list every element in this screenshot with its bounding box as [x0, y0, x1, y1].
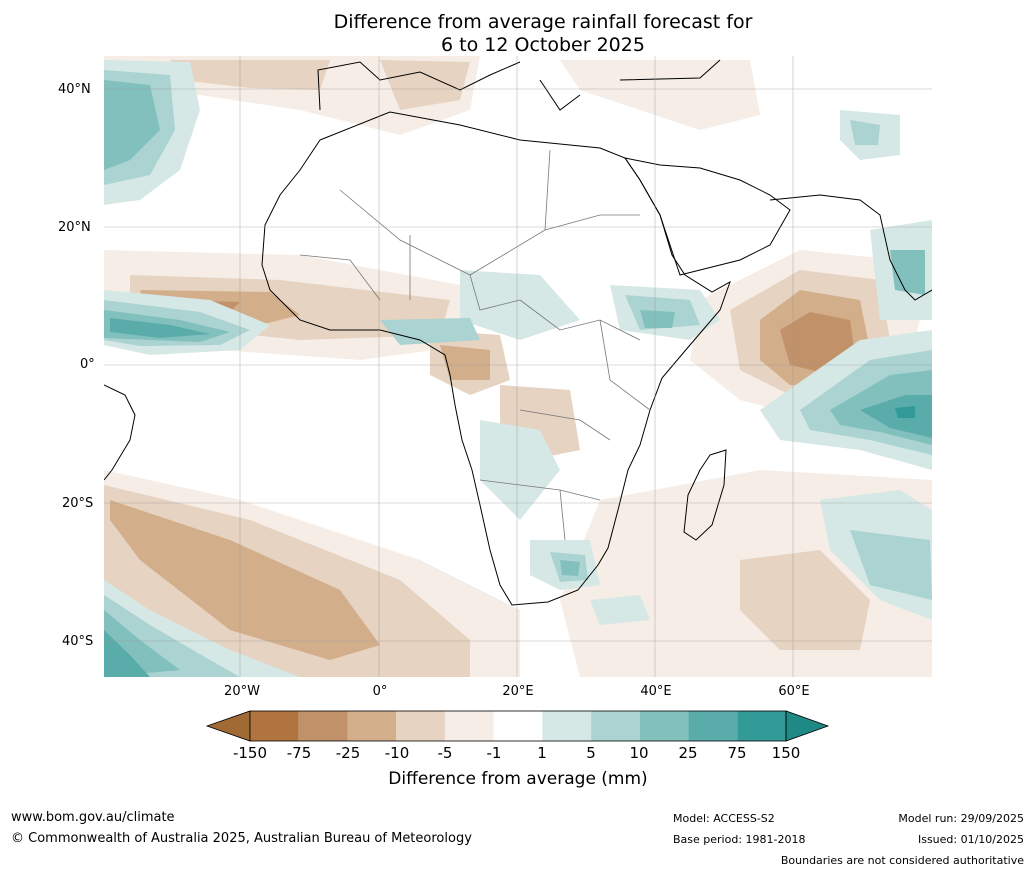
colorbar-tick: 25: [678, 744, 698, 762]
lon-label-40e: 40°E: [640, 684, 672, 699]
colorbar-tick: 150: [771, 744, 801, 762]
south-asia-coastline: [769, 194, 932, 301]
colorbar-tick: -5: [437, 744, 453, 762]
arabia-coastline: [623, 157, 791, 276]
colorbar-tick: -150: [232, 744, 268, 762]
colorbar-bin: [250, 711, 299, 741]
lon-label-20e: 20°E: [502, 684, 534, 699]
model-run-date: Model run: 29/09/2025: [898, 812, 1024, 825]
madagascar-coastline: [683, 449, 727, 541]
base-period: Base period: 1981-2018: [673, 833, 806, 846]
colorbar-extend-low: [205, 710, 251, 742]
colorbar-bin: [396, 711, 445, 741]
colorbar-extend-high: [785, 710, 830, 742]
europe-coastline: [317, 59, 721, 111]
colorbar-bin: [639, 711, 689, 741]
colorbar-tick: 1: [537, 744, 547, 762]
colorbar-bin: [688, 711, 738, 741]
issued-date: Issued: 01/10/2025: [917, 833, 1024, 846]
colorbar-tick: 10: [629, 744, 649, 762]
copyright-notice: © Commonwealth of Australia 2025, Austra…: [11, 831, 472, 846]
colorbar: [205, 710, 830, 742]
lat-label-20s: 20°S: [62, 496, 94, 511]
model-name: Model: ACCESS-S2: [673, 812, 775, 825]
colorbar-tick: 5: [586, 744, 596, 762]
colorbar-tick: -75: [286, 744, 312, 762]
map-panel: [104, 56, 932, 677]
lon-label-0: 0°: [372, 684, 388, 699]
colorbar-tick: -25: [335, 744, 361, 762]
lat-label-20n: 20°N: [58, 220, 91, 235]
colorbar-tick: -10: [384, 744, 410, 762]
colorbar-bin: [347, 711, 397, 741]
colorbar-bin: [298, 711, 348, 741]
lat-label-40n: 40°N: [58, 82, 91, 97]
website-link[interactable]: www.bom.gov.au/climate: [11, 810, 175, 825]
colorbar-tick: -1: [486, 744, 502, 762]
map-title-line-1: Difference from average rainfall forecas…: [333, 11, 753, 33]
colorbar-label: Difference from average (mm): [388, 769, 648, 789]
lon-label-60e: 60°E: [778, 684, 810, 699]
colorbar-outline: [249, 710, 787, 742]
colorbar-bin: [591, 711, 640, 741]
wet-anomaly-regions: [104, 60, 932, 677]
graticule: [104, 56, 932, 677]
colorbar-bin: [542, 711, 592, 741]
colorbar-bin: [737, 711, 786, 741]
colorbar-bin: [444, 711, 494, 741]
lat-label-0: 0°: [80, 357, 95, 372]
colorbar-tick: 75: [727, 744, 747, 762]
lon-label-20w: 20°W: [224, 684, 260, 699]
boundaries-disclaimer: Boundaries are not considered authoritat…: [780, 854, 1024, 867]
country-boundaries: [299, 149, 651, 541]
map-title-line-2: 6 to 12 October 2025: [441, 34, 645, 56]
colorbar-bin: [493, 711, 543, 741]
lat-label-40s: 40°S: [62, 634, 94, 649]
south-america-coastline: [104, 384, 136, 481]
